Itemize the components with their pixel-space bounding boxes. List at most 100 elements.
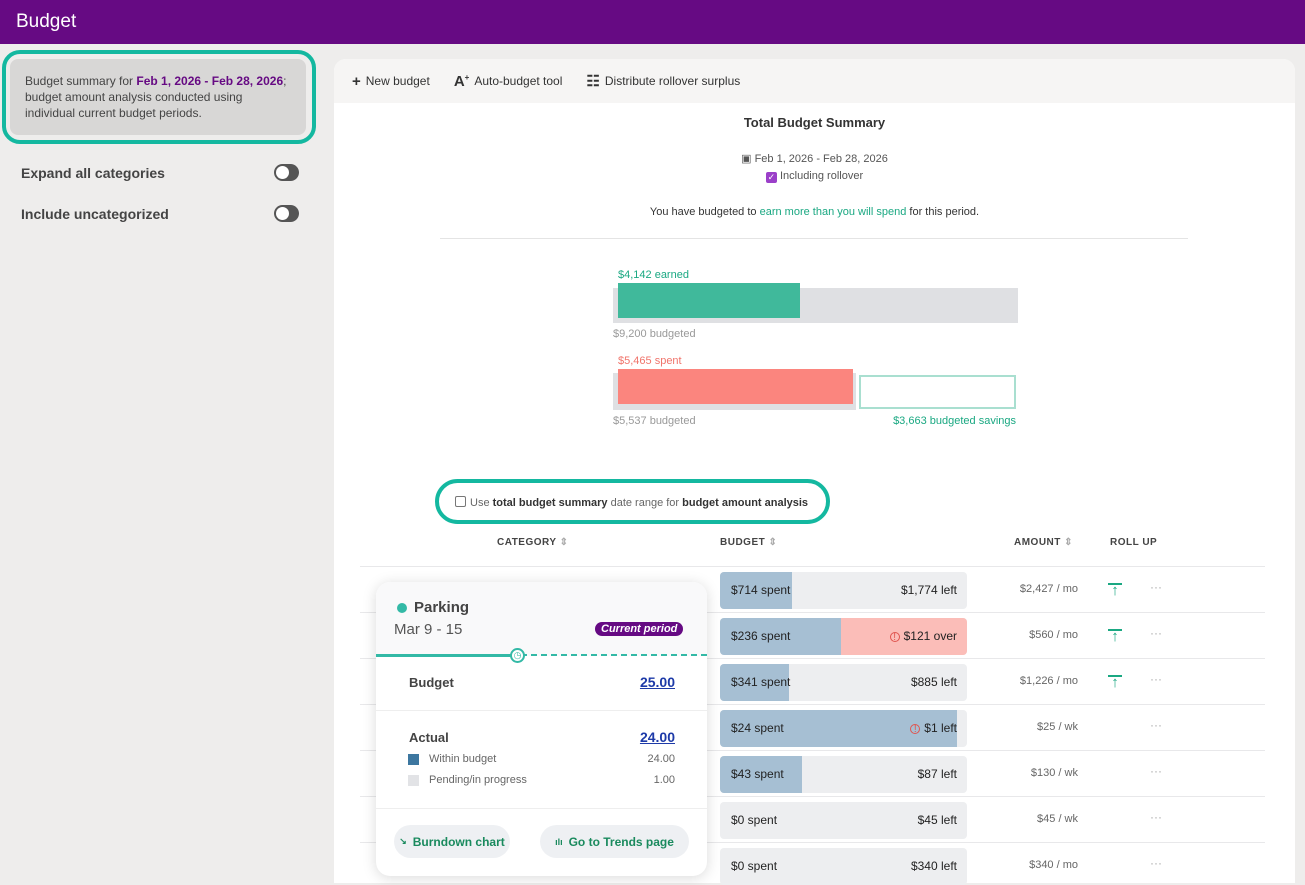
spent-fill [720,618,842,655]
include-uncategorized-toggle[interactable] [274,205,299,222]
amount-cell: $340 / mo [1029,859,1078,871]
budget-progress-bar[interactable]: $0 spent $45 left [720,802,967,839]
sentence-prefix: You have budgeted to [649,206,760,218]
burndown-label: Burndown chart [412,834,505,849]
warning-icon: ! [889,632,900,643]
summary-suffix: ; budget amount analysis conducted using… [25,74,287,120]
summary-date-range: ▣ Feb 1, 2026 - Feb 28, 2026 [334,152,1295,165]
more-options-icon[interactable]: ··· [1150,718,1162,732]
left-text: ! $1 left [910,721,957,735]
budget-progress-bar[interactable]: $236 spent ! $121 over [720,618,967,655]
left-value: $1 left [924,721,957,735]
trends-page-button[interactable]: ılı Go to Trends page [540,825,689,858]
expand-all-toggle[interactable] [274,164,299,181]
sliders-icon: ☷ [586,73,600,90]
income-budgeted-label: $9,200 budgeted [613,328,696,340]
category-header[interactable]: CATEGORY ⇕ [497,537,569,548]
budget-progress-bar[interactable]: $24 spent ! $1 left [720,710,967,747]
left-text: $87 left [918,767,957,781]
more-options-icon[interactable]: ··· [1150,764,1162,778]
more-options-icon[interactable]: ··· [1150,856,1162,870]
left-text: ! $121 over [889,629,957,643]
row-divider [360,842,1265,843]
left-value: $340 left [910,859,957,873]
burndown-icon: ↘ [399,836,407,846]
popover-period: Mar 9 - 15 [394,621,463,638]
divider [376,808,707,809]
spent-fill [720,572,792,609]
rollover-checkbox[interactable]: ✓ [765,172,777,183]
budget-progress-bar[interactable]: $341 spent $885 left [720,664,967,701]
more-options-icon[interactable]: ··· [1150,580,1162,594]
period-progress [376,654,511,657]
left-text: $45 left [918,813,957,827]
budget-header[interactable]: BUDGET ⇕ [720,537,777,548]
earn-more-link[interactable]: earn more than you will spend [759,206,907,218]
rollup-icon[interactable]: ↑ [1108,629,1122,644]
auto-budget-button[interactable]: A+ Auto-budget tool [454,73,563,90]
summary-sentence: You have budgeted to earn more than you … [334,206,1295,218]
rollup-icon[interactable]: ↑ [1108,583,1122,598]
period-remaining [511,654,707,656]
row-divider [360,566,1265,567]
actual-label: Actual [409,730,449,745]
popover-header [376,582,707,656]
sentence-suffix: for this period. [906,206,980,218]
new-budget-label: New budget [365,74,430,88]
app-header: Budget [0,0,1305,44]
sort-icon: ⇕ [768,537,778,548]
trends-label: Go to Trends page [568,834,674,849]
analysis-checkbox[interactable] [455,496,466,507]
sort-icon: ⇕ [559,537,569,548]
distribute-label: Distribute rollover surplus [604,74,741,88]
left-value: $885 left [910,675,957,689]
toolbar: + New budget A+ Auto-budget tool ☷ Distribu… [334,59,1295,103]
rollover-option: ✓ Including rollover [334,170,1295,183]
within-budget-value: 24.00 [647,753,675,765]
left-text: $1,774 left [901,583,957,597]
left-text: $885 left [911,675,957,689]
option-bold-1: total budget summary [492,497,608,509]
row-divider [360,658,1265,659]
earned-bar [618,283,801,318]
category-header-label: CATEGORY [497,537,557,548]
option-text-mid: date range for [607,497,683,509]
budget-progress-bar[interactable]: $43 spent $87 left [720,756,967,793]
more-options-icon[interactable]: ··· [1150,810,1162,824]
within-budget-label: Within budget [429,753,497,765]
summary-prefix: Budget summary for [25,74,137,88]
distribute-rollover-button[interactable]: ☷ Distribute rollover surplus [586,72,740,90]
amount-cell: $2,427 / mo [1019,583,1078,595]
burndown-chart-button[interactable]: ↘ Burndown chart [394,825,510,858]
new-budget-button[interactable]: + New budget [352,73,430,90]
row-divider [360,612,1265,613]
pending-label: Pending/in progress [429,774,527,786]
budget-progress-bar[interactable]: $0 spent $340 left [720,848,967,885]
more-options-icon[interactable]: ··· [1150,672,1162,686]
sort-icon: ⇕ [1064,537,1074,548]
left-text: $340 left [911,859,957,873]
more-options-icon[interactable]: ··· [1150,626,1162,640]
budget-progress-bar[interactable]: $714 spent $1,774 left [720,572,967,609]
sidebar [0,44,334,883]
row-divider [360,750,1265,751]
budget-value-link[interactable]: 25.00 [639,674,675,690]
actual-value-link[interactable]: 24.00 [639,729,675,745]
app-title: Budget [16,11,77,32]
rollup-icon[interactable]: ↑ [1108,675,1122,690]
left-value: $45 left [917,813,957,827]
budget-summary-info: Budget summary for Feb 1, 2026 - Feb 28,… [10,59,306,135]
highlight-ring [435,479,830,524]
spent-label: $5,465 spent [618,355,682,367]
current-period-badge: Current period [595,622,684,636]
amount-header[interactable]: AMOUNT ⇕ [1014,537,1073,548]
analysis-date-range-option: Use total budget summary date range for … [455,496,808,509]
option-text: Use [470,497,493,509]
expense-budgeted-label: $5,537 budgeted [613,415,696,427]
savings-bar [859,375,1016,409]
spent-text: $0 spent [731,813,778,827]
rollover-label: Including rollover [779,170,864,182]
spent-fill [720,756,802,793]
date-range-text: Feb 1, 2026 - Feb 28, 2026 [754,153,888,165]
option-bold-2: budget amount analysis [682,497,809,509]
